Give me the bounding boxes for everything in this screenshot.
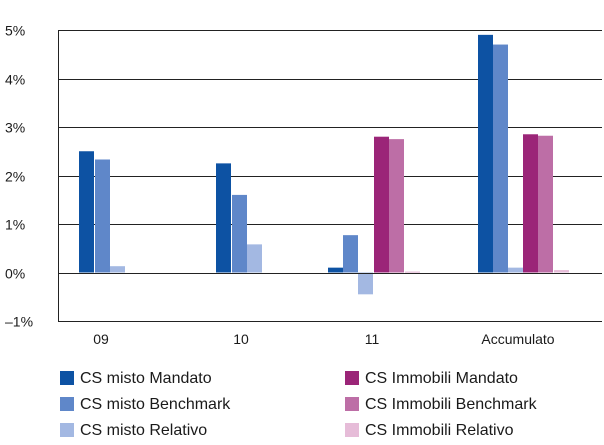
y-tick-label: –1% [5,314,33,330]
legend-label: CS misto Benchmark [80,396,231,413]
y-tick-label: 2% [5,169,25,185]
legend-swatch [60,371,74,385]
bar-cs-immobili-benchmark-accumulato [538,135,553,273]
bar-cs-misto-mandato-10 [216,163,231,273]
bar-cs-misto-benchmark-10 [232,194,247,273]
axes [58,30,602,322]
y-tick-label: 5% [5,23,25,39]
bar-cs-misto-relativo-10 [247,244,262,273]
legend-label: CS misto Relativo [80,422,207,439]
x-tick-label: Accumulato [481,331,554,347]
legend-swatch [345,371,359,385]
bar-cs-immobili-relativo-11 [405,271,420,273]
y-tick-label: 3% [5,120,25,136]
bar-cs-immobili-benchmark-11 [389,139,404,273]
legend-item: CS misto Mandato [60,370,212,387]
bar-cs-misto-relativo-09 [110,266,125,273]
x-tick-label: 09 [93,331,109,347]
legend-label: CS Immobili Relativo [365,422,514,439]
legend-swatch [345,397,359,411]
legend-label: CS Immobili Benchmark [365,396,538,413]
x-tick-label: 11 [365,331,380,347]
y-axis-tick-labels: –1% 0% 1% 2% 3% 4% 5% [5,23,33,330]
legend-item: CS misto Relativo [60,422,207,439]
bar-cs-misto-benchmark-11 [343,235,358,273]
bar-cs-misto-mandato-09 [79,151,94,273]
legend: CS misto Mandato CS misto Benchmark CS mis… [60,370,538,439]
bar-cs-misto-mandato-11 [328,267,343,273]
legend-swatch [60,397,74,411]
legend-item: CS Immobili Benchmark [345,396,538,413]
gridlines [58,30,602,322]
y-tick-label: 1% [5,217,25,233]
bar-cs-misto-benchmark-accumulato [493,44,508,273]
legend-item: CS Immobili Relativo [345,422,514,439]
bar-cs-immobili-relativo-accumulato [554,270,569,273]
bar-cs-immobili-mandato-11 [374,136,389,273]
bar-cs-misto-mandato-accumulato [478,34,493,273]
bars [79,34,569,295]
y-tick-label: 0% [5,266,25,282]
x-tick-label: 10 [233,331,249,347]
bar-cs-misto-relativo-11 [358,272,373,295]
legend-swatch [345,423,359,437]
legend-item: CS misto Benchmark [60,396,231,413]
x-axis-tick-labels: 09 10 11 Accumulato [93,331,555,347]
bar-cs-misto-relativo-accumulato [508,267,523,273]
legend-label: CS misto Mandato [80,370,212,387]
legend-label: CS Immobili Mandato [365,370,518,387]
legend-item: CS Immobili Mandato [345,370,518,387]
bar-cs-immobili-mandato-accumulato [523,134,538,273]
bar-cs-misto-benchmark-09 [95,159,110,273]
legend-swatch [60,423,74,437]
y-tick-label: 4% [5,72,25,88]
